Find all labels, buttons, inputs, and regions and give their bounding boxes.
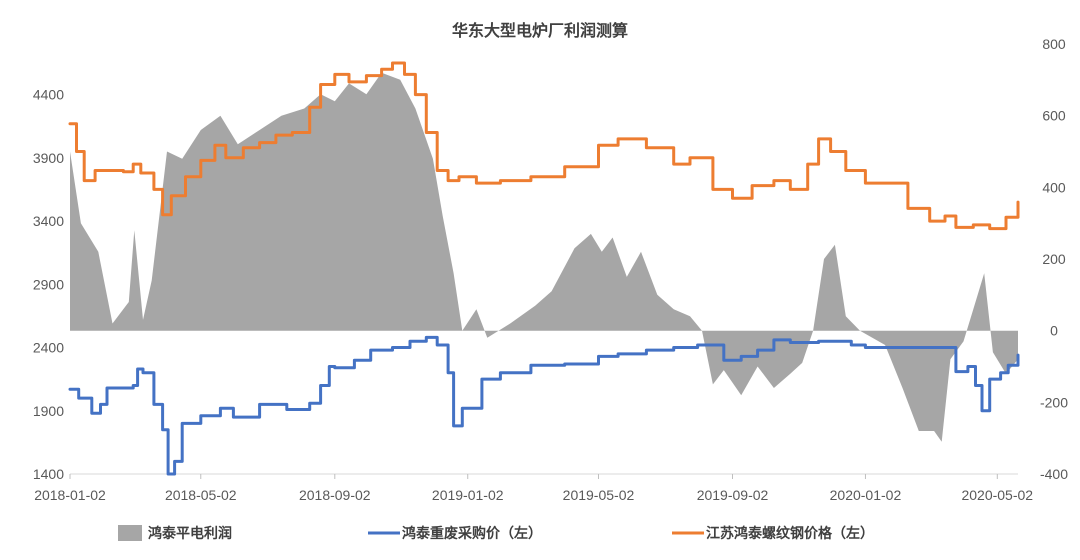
line-layer	[68, 61, 1020, 476]
legend: 鸿泰平电利润 鸿泰重废采购价（左） 江苏鸿泰螺纹钢价格（左）	[118, 525, 874, 542]
line-series-1	[68, 61, 1020, 231]
left-tick-label-4: 3400	[33, 213, 64, 229]
right-tick-label-5: 600	[1042, 108, 1066, 124]
left-tick-label-3: 2900	[33, 276, 64, 292]
legend-label-0: 鸿泰平电利润	[148, 525, 232, 542]
x-tick-label-5: 2019-09-02	[697, 487, 769, 503]
legend-label-2: 江苏鸿泰螺纹钢价格（左）	[706, 525, 874, 542]
right-tick-label-6: 800	[1042, 36, 1066, 52]
right-tick-label-4: 400	[1042, 179, 1066, 195]
x-tick-label-0: 2018-01-02	[34, 487, 106, 503]
left-tick-label-6: 4400	[33, 87, 64, 103]
x-tick-label-2: 2018-09-02	[299, 487, 371, 503]
legend-swatch-0	[118, 525, 142, 541]
right-tick-label-3: 200	[1042, 251, 1066, 267]
left-tick-label-1: 1900	[33, 403, 64, 419]
chart-title: 华东大型电炉厂利润测算	[452, 21, 628, 40]
right-tick-label-0: -400	[1040, 466, 1068, 482]
area-series-0	[70, 72, 1018, 442]
x-tick-label-7: 2020-05-02	[961, 487, 1033, 503]
x-tick-label-6: 2020-01-02	[830, 487, 902, 503]
x-tick-label-4: 2019-05-02	[563, 487, 635, 503]
legend-label-1: 鸿泰重废采购价（左）	[402, 525, 542, 542]
right-tick-label-2: 0	[1050, 323, 1058, 339]
axis-layer: 2018-01-02 2018-05-02 2018-09-02 2019-01-02…	[33, 36, 1068, 503]
right-tick-label-1: -200	[1040, 394, 1068, 410]
line-series-0	[68, 335, 1020, 476]
left-tick-label-2: 2400	[33, 340, 64, 356]
x-tick-label-1: 2018-05-02	[165, 487, 237, 503]
area-layer	[70, 72, 1018, 442]
left-tick-label-0: 1400	[33, 466, 64, 482]
left-tick-label-5: 3900	[33, 150, 64, 166]
x-tick-label-3: 2019-01-02	[432, 487, 504, 503]
